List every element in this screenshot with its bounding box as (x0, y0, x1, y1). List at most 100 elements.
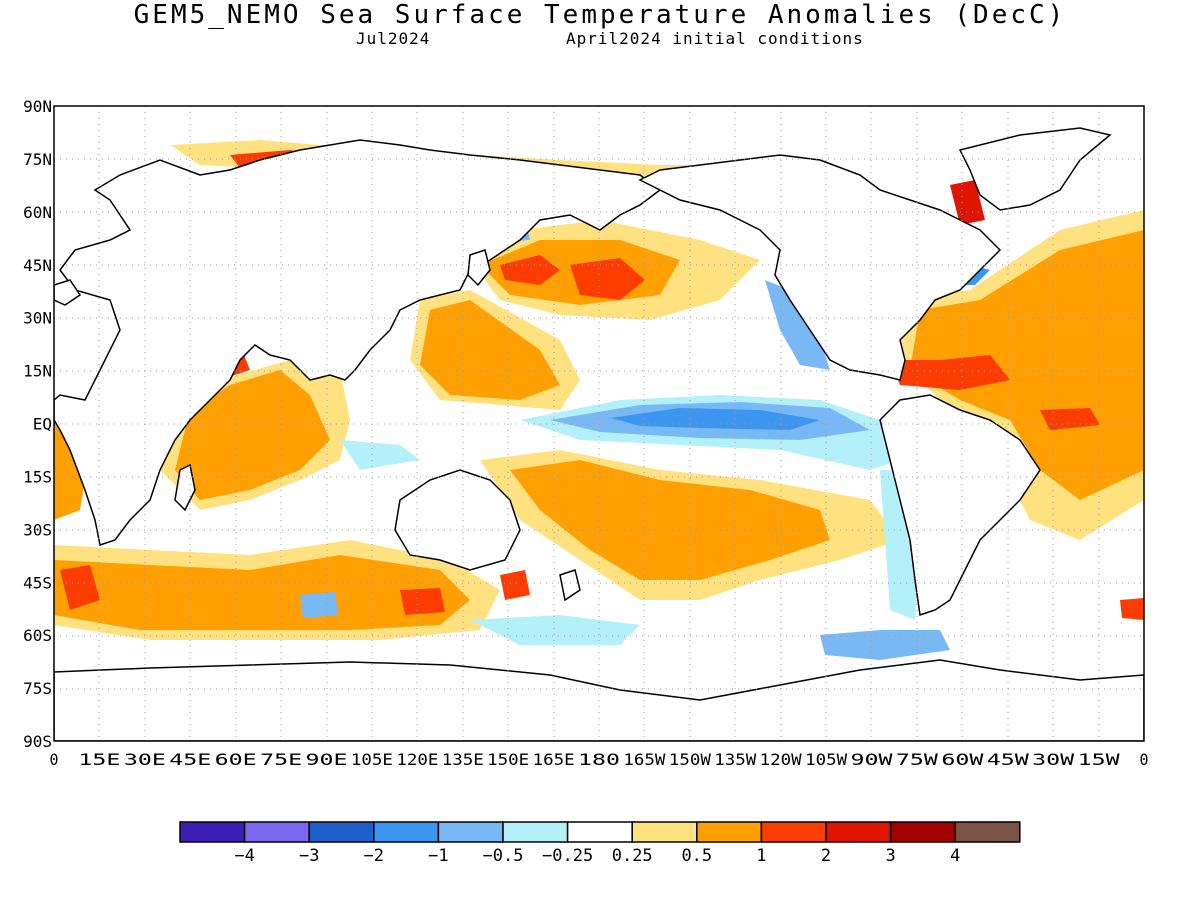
colorbar-swatch (696, 821, 763, 843)
colorbar-label: 2 (821, 846, 831, 866)
hot-spot (500, 255, 560, 285)
land-africa-eurasia (54, 139, 662, 546)
cold-region-equatorial-pacific (610, 408, 820, 430)
lat-tick-label: 60S (23, 626, 52, 645)
colorbar-label: 1 (756, 846, 766, 866)
lon-tick-label: 135W (714, 750, 756, 769)
lon-tick-label: 0 (50, 750, 59, 769)
lon-tick-label: 60W (941, 750, 984, 769)
warm-region-south-pacific (510, 460, 830, 580)
land-north-america (638, 154, 1002, 381)
lat-tick-label: 30N (23, 309, 52, 328)
lon-tick-label: 45W (987, 750, 1030, 769)
lon-tick-label: 30W (1032, 750, 1075, 769)
lon-tick-label: 75W (896, 750, 939, 769)
lon-tick-label: 180 (578, 750, 620, 769)
colorbar-swatch (566, 821, 633, 843)
hot-spot (60, 565, 100, 610)
map-title: GEM5_NEMO Sea Surface Temperature Anomal… (133, 0, 1067, 30)
colorbar-label: 4 (950, 846, 960, 866)
land-new-zealand (559, 569, 581, 602)
lon-tick-label: 60E (215, 750, 257, 769)
lon-tick-label: 135E (442, 750, 484, 769)
valid-month-label: Jul2024 (356, 29, 431, 48)
warm-region-north-atlantic (910, 230, 1144, 500)
colorbar-swatch (308, 821, 375, 843)
warm-anomaly-regions (54, 140, 1144, 640)
lon-tick-label: 90E (306, 750, 348, 769)
hot-spot (500, 570, 530, 600)
lon-tick-label: 45E (169, 750, 211, 769)
land-western-europe (54, 279, 82, 306)
lat-tick-label: 45S (23, 573, 52, 592)
lon-tick-label: 165W (623, 750, 665, 769)
lon-tick-label: 105W (805, 750, 847, 769)
colorbar-swatch (437, 821, 504, 843)
colorbar-legend: −4 −3 −2 −1 −0.5 −0.25 0.25 0.5 1 2 3 4 (179, 821, 1021, 866)
colorbar-swatch (502, 821, 569, 843)
lat-tick-label: 60N (23, 203, 52, 222)
hot-spot (890, 355, 1010, 390)
colorbar-swatch (760, 821, 827, 843)
lon-tick-label: 30E (124, 750, 166, 769)
hot-spot (400, 588, 445, 615)
colorbar-swatch (243, 821, 310, 843)
lat-tick-label: 45N (23, 256, 52, 275)
land-madagascar (174, 463, 196, 512)
lat-tick-label: EQ (33, 415, 52, 434)
hot-spot (1040, 408, 1100, 430)
warm-region-southern-ocean (54, 555, 470, 630)
colorbar-swatch (373, 821, 440, 843)
lon-tick-label: 165E (533, 750, 575, 769)
anomaly-field (54, 106, 1144, 741)
colorbar-label: −3 (299, 846, 319, 866)
colorbar-swatch (631, 821, 698, 843)
colorbar-swatch (954, 821, 1021, 843)
lat-tick-label: 30S (23, 520, 52, 539)
land-japan (467, 249, 491, 287)
colorbar-label: 3 (885, 846, 895, 866)
plot-frame (53, 105, 1145, 742)
lon-tick-label: 0 (1140, 750, 1149, 769)
lat-tick-label: 15S (23, 467, 52, 486)
cold-region-southern-ocean (300, 592, 338, 618)
colorbar-swatch (889, 821, 956, 843)
lat-tick-label: 90S (23, 732, 52, 751)
lon-tick-label: 75E (260, 750, 302, 769)
colorbar-label: −0.5 (483, 846, 524, 866)
colorbar-label: −2 (364, 846, 384, 866)
lon-tick-label: 150E (487, 750, 529, 769)
cold-region-california-current (765, 280, 830, 370)
lon-tick-label: 90W (851, 750, 894, 769)
lat-tick-label: 90N (23, 97, 52, 116)
lat-tick-label: 75N (23, 150, 52, 169)
lat-tick-label: 15N (23, 362, 52, 381)
colorbar-label: −0.25 (542, 846, 593, 866)
latitude-tick-labels: 90N 75N 60N 45N 30N 15N EQ 15S 30S 45S 60S 75S 90S (23, 97, 52, 751)
colorbar-label: −4 (234, 846, 254, 866)
warm-region-indian-ocean (175, 370, 330, 500)
hot-spot (1120, 598, 1144, 620)
hot-spot (950, 180, 985, 225)
lon-tick-label: 150W (669, 750, 711, 769)
colorbar-swatch (825, 821, 892, 843)
cold-region-southern-ocean (470, 615, 640, 645)
lon-tick-label: 15W (1078, 750, 1121, 769)
colorbar-label: 0.25 (612, 846, 653, 866)
warm-region-west-pacific (420, 300, 560, 400)
lon-tick-label: 105E (351, 750, 393, 769)
colorbar-swatch (179, 821, 246, 843)
colorbar-label: −1 (428, 846, 448, 866)
lon-tick-label: 120W (760, 750, 802, 769)
init-conditions-label: April2024 initial conditions (566, 29, 864, 48)
lat-tick-label: 75S (23, 679, 52, 698)
colorbar-label: 0.5 (681, 846, 712, 866)
hot-spot (570, 258, 645, 300)
land-greenland (958, 127, 1112, 211)
cold-region-maritime-continent (340, 440, 420, 470)
longitude-tick-labels: 0 15E 30E 45E 60E 75E 90E 105E 120E 135E 150E 165E 1… (50, 750, 1149, 769)
land-australia (394, 469, 521, 571)
land-south-america (879, 394, 1041, 616)
lon-tick-label: 120E (396, 750, 438, 769)
